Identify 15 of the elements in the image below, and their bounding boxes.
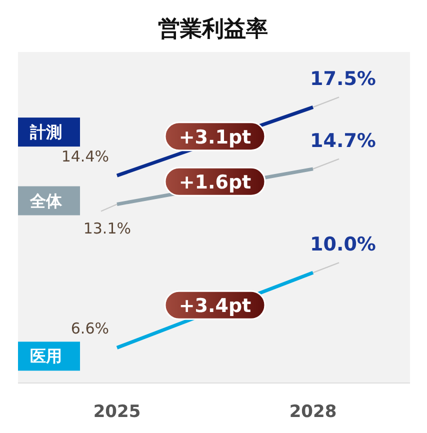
text: 計測 xyxy=(29,122,62,142)
data-label: 17.5% xyxy=(310,68,376,90)
data-label: 6.6% xyxy=(70,320,109,338)
text: 全体 xyxy=(29,191,63,210)
annotation: +3.4pt xyxy=(178,295,252,318)
text: 医用 xyxy=(30,346,62,366)
chart-title: 営業利益率 xyxy=(158,16,268,42)
data-label: 14.4% xyxy=(61,148,109,166)
data-label: 14.7% xyxy=(310,130,376,152)
data-label: 10.0% xyxy=(310,234,376,256)
x-tick-label: 2025 xyxy=(93,402,141,422)
annotation: +3.1pt xyxy=(178,126,252,148)
data-label: 13.1% xyxy=(83,219,131,238)
x-tick-label: 2028 xyxy=(289,402,337,422)
annotation: +1.6pt xyxy=(178,172,252,194)
